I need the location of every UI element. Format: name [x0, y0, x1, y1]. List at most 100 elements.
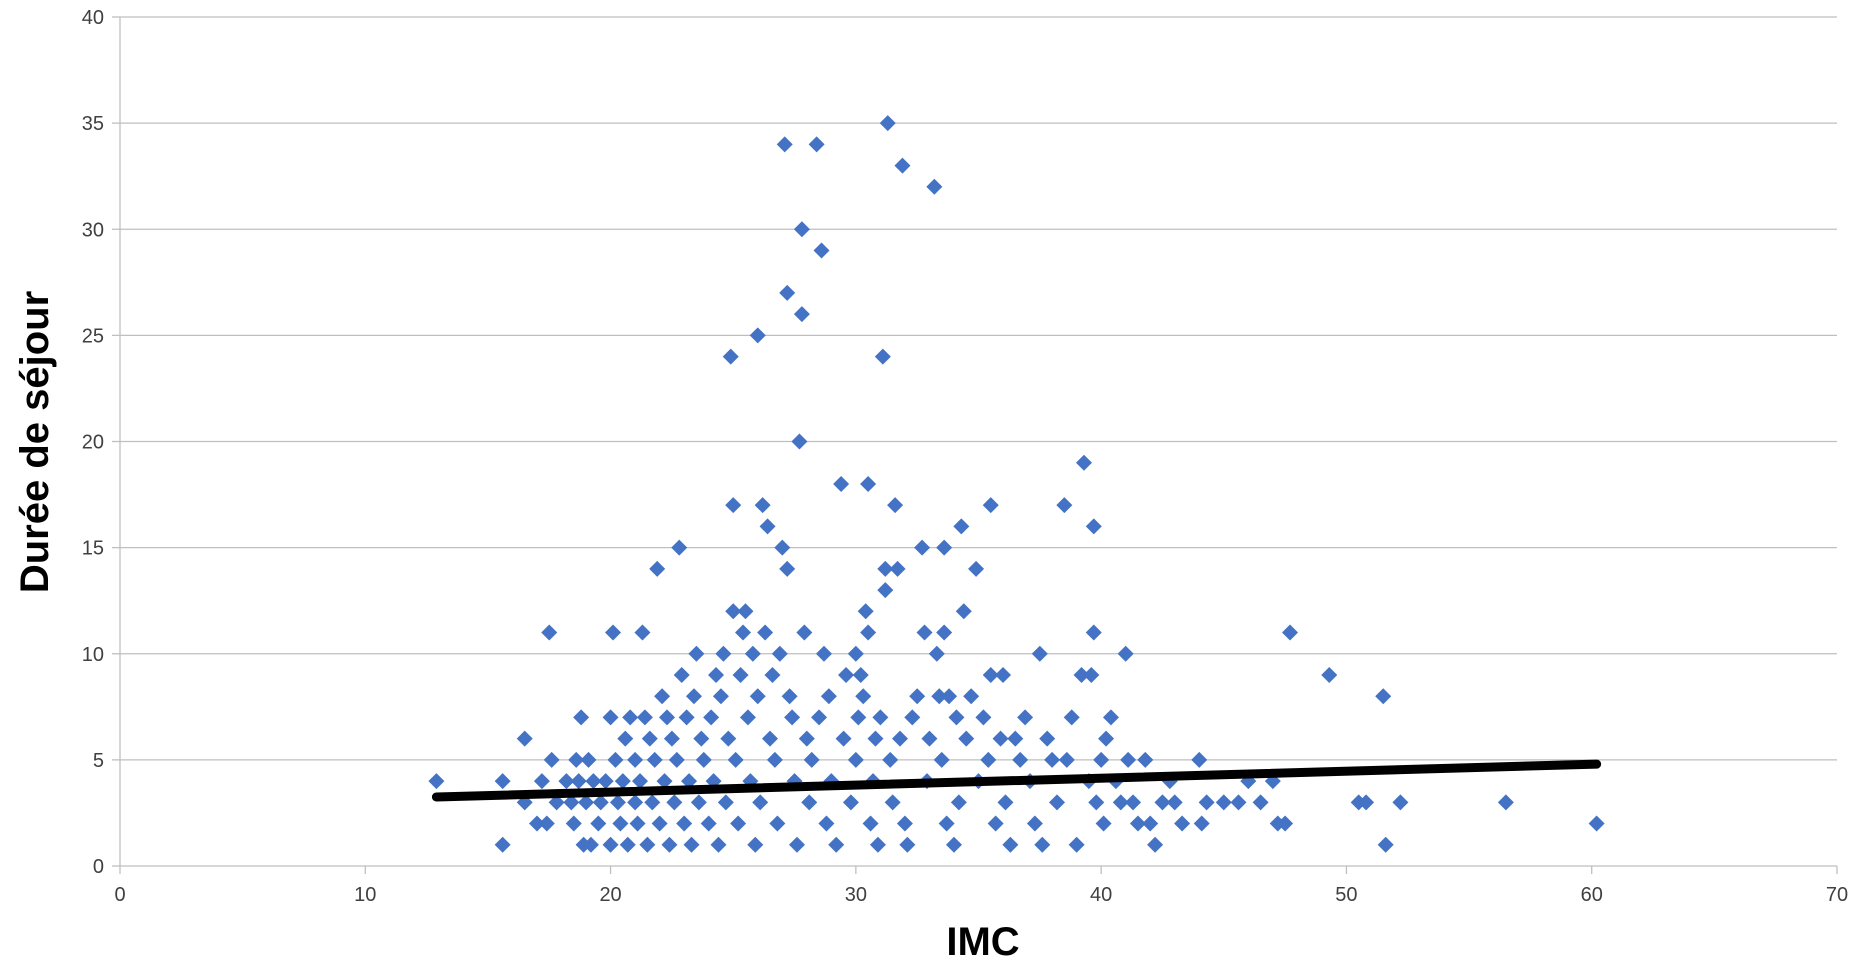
x-tick-label: 60	[1581, 884, 1603, 906]
data-point	[877, 560, 894, 577]
data-point	[1142, 815, 1159, 832]
data-point	[1193, 815, 1210, 832]
data-point	[538, 815, 555, 832]
data-point	[1017, 709, 1034, 726]
data-point	[528, 815, 545, 832]
data-point	[1073, 666, 1090, 683]
data-point	[1112, 794, 1129, 811]
data-point	[1147, 836, 1164, 853]
data-point	[1230, 794, 1247, 811]
data-point	[781, 688, 798, 705]
data-point	[975, 709, 992, 726]
data-point	[1375, 688, 1392, 705]
data-point	[980, 751, 997, 768]
data-point	[899, 836, 916, 853]
data-point	[614, 773, 631, 790]
data-point	[663, 730, 680, 747]
data-point	[634, 624, 651, 641]
axes	[112, 16, 1838, 874]
x-tick-label: 20	[599, 884, 621, 906]
data-point	[1058, 751, 1075, 768]
data-point	[955, 603, 972, 620]
trendline-group	[431, 759, 1602, 802]
data-point	[879, 115, 896, 132]
data-point	[828, 836, 845, 853]
data-point	[862, 815, 879, 832]
data-point	[766, 751, 783, 768]
data-point	[813, 242, 830, 259]
data-point	[818, 815, 835, 832]
data-point	[904, 709, 921, 726]
data-point	[757, 624, 774, 641]
data-point	[717, 794, 734, 811]
data-point	[779, 560, 796, 577]
data-point	[752, 794, 769, 811]
data-point	[1282, 624, 1299, 641]
data-point	[931, 688, 948, 705]
data-point	[1012, 751, 1029, 768]
data-point	[683, 836, 700, 853]
data-point	[847, 751, 864, 768]
data-point	[563, 794, 580, 811]
data-point	[1321, 666, 1338, 683]
data-point	[609, 794, 626, 811]
data-point	[793, 306, 810, 323]
data-point	[847, 645, 864, 662]
data-point	[730, 815, 747, 832]
data-point	[788, 836, 805, 853]
data-point	[749, 327, 766, 344]
y-tick-label: 25	[82, 325, 104, 347]
data-point	[1068, 836, 1085, 853]
data-point	[776, 136, 793, 153]
data-point	[842, 794, 859, 811]
data-point	[744, 645, 761, 662]
data-point	[909, 688, 926, 705]
data-point	[622, 709, 639, 726]
data-point	[945, 836, 962, 853]
data-point	[602, 709, 619, 726]
data-point	[656, 773, 673, 790]
data-point	[833, 475, 850, 492]
data-point	[896, 815, 913, 832]
x-tick-label: 70	[1826, 884, 1848, 906]
data-point	[884, 794, 901, 811]
data-point	[850, 709, 867, 726]
data-point	[997, 794, 1014, 811]
data-point	[869, 836, 886, 853]
y-tick-label: 15	[82, 538, 104, 560]
data-point	[1215, 794, 1232, 811]
data-point	[666, 794, 683, 811]
data-point	[627, 751, 644, 768]
data-point	[762, 730, 779, 747]
data-point	[1085, 624, 1102, 641]
data-point	[1026, 815, 1043, 832]
data-point	[892, 730, 909, 747]
data-point	[1007, 730, 1024, 747]
data-point	[1588, 815, 1605, 832]
data-point	[597, 773, 614, 790]
data-point	[1048, 794, 1065, 811]
data-point	[585, 773, 602, 790]
x-tick-label: 10	[354, 884, 376, 906]
data-point	[558, 773, 575, 790]
data-point	[678, 709, 695, 726]
data-point	[774, 539, 791, 556]
data-point	[894, 157, 911, 174]
data-point	[727, 751, 744, 768]
data-point	[708, 666, 725, 683]
data-point	[710, 836, 727, 853]
data-point	[681, 773, 698, 790]
data-point	[1117, 645, 1134, 662]
data-point	[543, 751, 560, 768]
data-point	[1063, 709, 1080, 726]
data-point	[882, 751, 899, 768]
data-point	[722, 348, 739, 365]
data-point	[968, 560, 985, 577]
data-point	[798, 730, 815, 747]
data-point	[651, 815, 668, 832]
data-point	[1083, 666, 1100, 683]
data-point	[516, 730, 533, 747]
data-point	[759, 518, 776, 535]
data-point	[641, 730, 658, 747]
x-tick-label: 30	[845, 884, 867, 906]
